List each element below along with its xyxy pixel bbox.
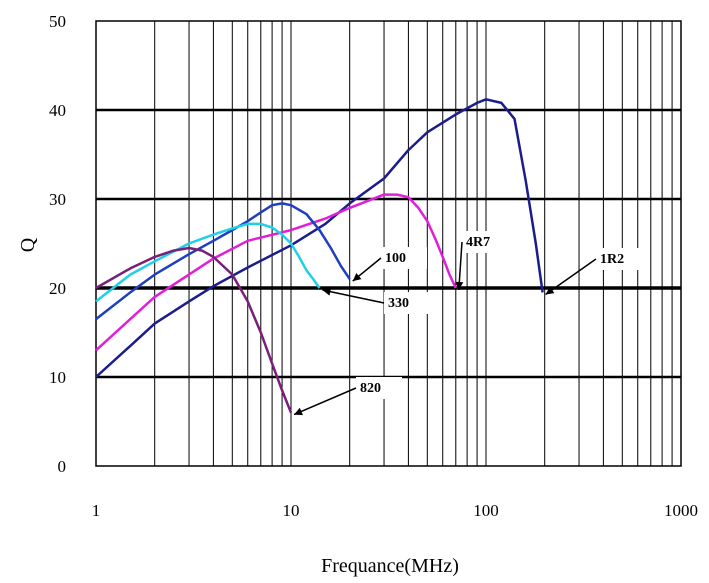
- x-axis-title: Frequance(MHz): [321, 555, 459, 577]
- annotation-label-330: 330: [388, 296, 409, 311]
- annotation-leader: [293, 387, 357, 416]
- x-tick-label: 10: [283, 501, 300, 520]
- annotation-leader: [322, 289, 385, 304]
- annotation-leader: [458, 241, 463, 291]
- annotation-label-4r7: 4R7: [466, 235, 490, 250]
- x-tick-label: 1000: [664, 501, 698, 520]
- series-lines: [95, 98, 544, 414]
- y-axis-title: Q: [17, 237, 39, 252]
- y-tick-label: 40: [49, 101, 66, 120]
- annotation-arrowhead: [545, 286, 555, 295]
- annotation-arrowhead: [322, 287, 332, 296]
- x-tick-label: 100: [473, 501, 499, 520]
- x-tick-label: 1: [92, 501, 101, 520]
- annotation-background: [381, 247, 427, 269]
- y-tick-label: 20: [49, 279, 66, 298]
- annotation-background: [384, 292, 430, 314]
- series-line-4r7: [95, 193, 457, 352]
- series-line-1r2: [95, 98, 544, 378]
- plot-frame: [95, 20, 682, 467]
- series-annotations: 1R2 4R7 100 330 820: [293, 231, 642, 416]
- y-tick-label: 0: [58, 457, 67, 476]
- annotation-background: [462, 231, 508, 253]
- annotation-background: [596, 248, 642, 270]
- y-tick-label: 10: [49, 368, 66, 387]
- y-tick-label: 30: [49, 190, 66, 209]
- annotation-background: [356, 377, 402, 399]
- annotation-leader: [545, 258, 597, 296]
- annotation-arrowhead: [352, 272, 362, 282]
- annotation-label-820: 820: [360, 381, 381, 396]
- annotation-label-100: 100: [385, 251, 406, 266]
- annotation-arrowhead: [455, 281, 464, 290]
- annotation-arrowhead: [294, 407, 303, 416]
- series-line-330: [95, 222, 321, 303]
- series-line-820: [95, 246, 293, 414]
- y-tick-labels: 0 10 20 30 40 50: [49, 12, 66, 476]
- x-tick-labels: 1 10 100 1000: [92, 501, 698, 520]
- annotation-label-1r2: 1R2: [600, 252, 624, 267]
- y-tick-label: 50: [49, 12, 66, 31]
- series-line-100: [95, 202, 351, 321]
- grid: [95, 20, 682, 467]
